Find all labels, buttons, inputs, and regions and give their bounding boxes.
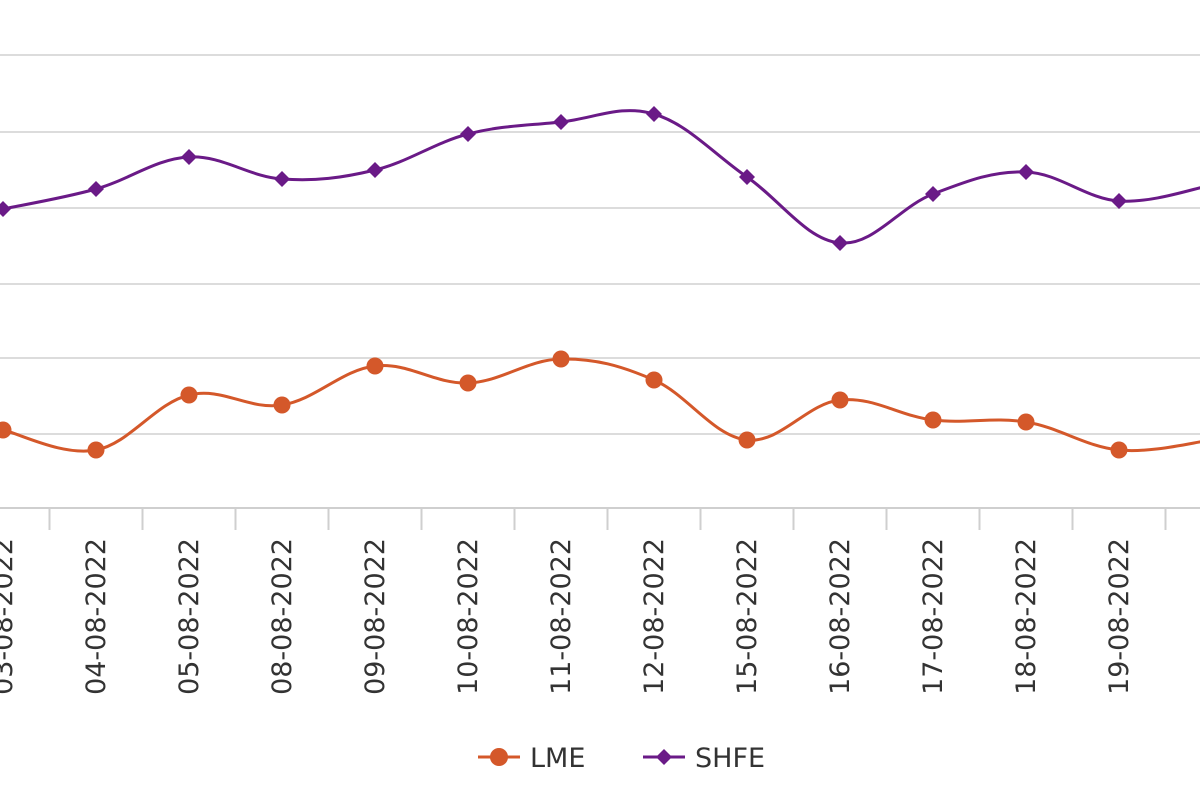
x-axis: 03-08-2022 04-08-2022 05-08-2022 08-08-2022… (0, 507, 1200, 695)
x-tick-label: 09-08-2022 (360, 538, 391, 695)
data-point-shfe[interactable] (0, 201, 11, 217)
data-point-lme[interactable] (366, 357, 384, 375)
data-point-shfe[interactable] (367, 162, 383, 178)
series-group (0, 106, 1200, 459)
legend-marker-lme (490, 748, 508, 766)
legend-item-lme[interactable]: LME (478, 743, 585, 774)
data-point-lme[interactable] (273, 396, 291, 414)
data-point-lme[interactable] (180, 386, 198, 404)
data-point-lme[interactable] (924, 411, 942, 429)
data-point-shfe[interactable] (739, 169, 755, 185)
x-tick-label: 17-08-2022 (918, 538, 949, 695)
data-point-lme[interactable] (645, 371, 663, 389)
data-point-shfe[interactable] (1018, 164, 1034, 180)
data-point-shfe[interactable] (1111, 193, 1127, 209)
legend-label-lme: LME (530, 743, 585, 774)
legend-marker-shfe (656, 749, 672, 765)
data-point-lme[interactable] (738, 431, 756, 449)
data-point-lme[interactable] (1017, 413, 1035, 431)
data-point-shfe[interactable] (553, 114, 569, 130)
data-point-shfe[interactable] (274, 171, 290, 187)
x-tick-label: 03-08-2022 (0, 538, 19, 695)
x-tick-label: 16-08-2022 (825, 538, 856, 695)
data-point-shfe[interactable] (925, 186, 941, 202)
data-point-lme[interactable] (1110, 441, 1128, 459)
grid-lines (0, 54, 1200, 435)
x-tick-label: 22-08-2022 (1197, 538, 1200, 695)
data-point-lme[interactable] (831, 391, 849, 409)
x-tick-label: 18-08-2022 (1011, 538, 1042, 695)
x-tick-label: 15-08-2022 (732, 538, 763, 695)
series-line-lme (1, 357, 1200, 453)
legend-label-shfe: SHFE (695, 743, 765, 774)
data-point-lme[interactable] (459, 374, 477, 392)
series-shfe (0, 106, 1200, 251)
data-point-shfe[interactable] (460, 126, 476, 142)
data-point-lme[interactable] (87, 441, 105, 459)
data-point-shfe[interactable] (646, 106, 662, 122)
x-tick-label: 04-08-2022 (81, 538, 112, 695)
legend-item-shfe[interactable]: SHFE (643, 743, 765, 774)
data-point-shfe[interactable] (832, 235, 848, 251)
x-tick-label: 08-08-2022 (267, 538, 298, 695)
data-point-lme[interactable] (552, 350, 570, 368)
x-tick-label: 05-08-2022 (174, 538, 205, 695)
data-point-lme[interactable] (0, 421, 12, 439)
series-lme (0, 350, 1200, 459)
x-tick-label: 10-08-2022 (453, 538, 484, 695)
x-tick-label: 19-08-2022 (1104, 538, 1135, 695)
series-line-shfe (1, 109, 1200, 245)
x-tick-label: 11-08-2022 (546, 538, 577, 695)
data-point-shfe[interactable] (88, 181, 104, 197)
data-point-shfe[interactable] (181, 149, 197, 165)
x-tick-label: 12-08-2022 (639, 538, 670, 695)
legend[interactable]: LME SHFE (478, 743, 765, 774)
